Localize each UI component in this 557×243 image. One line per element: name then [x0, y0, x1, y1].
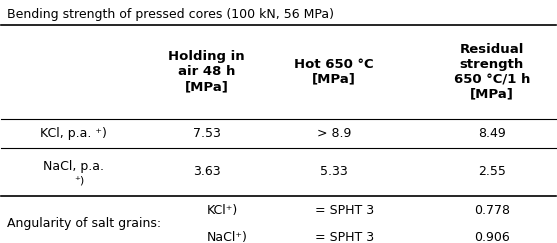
Text: 2.55: 2.55: [478, 165, 506, 178]
Text: 0.906: 0.906: [474, 231, 510, 243]
Text: > 8.9: > 8.9: [317, 127, 351, 140]
Text: ⁺): ⁺): [74, 176, 84, 186]
Text: = SPHT 3: = SPHT 3: [315, 204, 374, 217]
Text: Bending strength of pressed cores (100 kN, 56 MPa): Bending strength of pressed cores (100 k…: [7, 8, 334, 21]
Text: Angularity of salt grains:: Angularity of salt grains:: [7, 217, 161, 230]
Text: 5.33: 5.33: [320, 165, 348, 178]
Text: NaCl⁺): NaCl⁺): [207, 231, 247, 243]
Text: NaCl, p.a.: NaCl, p.a.: [43, 160, 104, 173]
Text: 7.53: 7.53: [193, 127, 221, 140]
Text: KCl, p.a. ⁺): KCl, p.a. ⁺): [40, 127, 107, 140]
Text: 8.49: 8.49: [478, 127, 506, 140]
Text: Holding in
air 48 h
[MPa]: Holding in air 48 h [MPa]: [168, 50, 245, 93]
Text: 3.63: 3.63: [193, 165, 220, 178]
Text: Hot 650 °C
[MPa]: Hot 650 °C [MPa]: [294, 58, 374, 86]
Text: = SPHT 3: = SPHT 3: [315, 231, 374, 243]
Text: 0.778: 0.778: [474, 204, 510, 217]
Text: Residual
strength
650 °C/1 h
[MPa]: Residual strength 650 °C/1 h [MPa]: [454, 43, 530, 101]
Text: KCl⁺): KCl⁺): [207, 204, 238, 217]
